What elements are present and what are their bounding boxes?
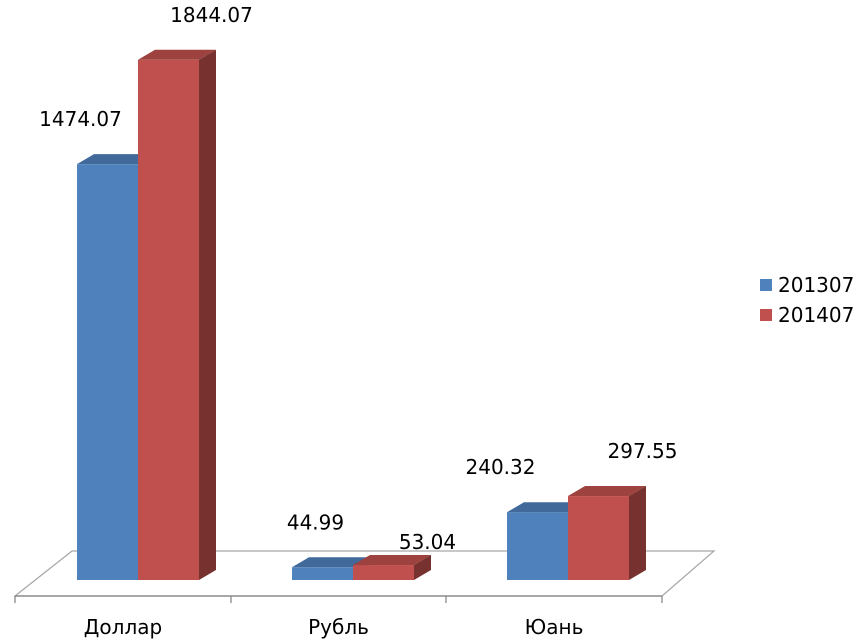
bar-top bbox=[292, 557, 370, 568]
legend-item-series-0: 201307 bbox=[760, 270, 854, 300]
legend-label-series-0: 201307 bbox=[778, 273, 855, 297]
data-label: 44.99 bbox=[287, 510, 344, 534]
bar bbox=[568, 486, 646, 580]
category-axis: Доллар Рубль Юань bbox=[14, 595, 663, 639]
bar-top bbox=[507, 502, 585, 513]
data-labels-group: 1474.07 1844.07 44.99 53.04 240.32 297.55 bbox=[39, 3, 677, 554]
category-label: Рубль bbox=[308, 615, 369, 639]
bars-group bbox=[77, 49, 646, 581]
bar-side bbox=[629, 486, 646, 580]
legend-swatch-series-0 bbox=[760, 279, 772, 291]
data-label: 297.55 bbox=[608, 439, 678, 463]
bar-front bbox=[353, 565, 414, 580]
data-label: 1474.07 bbox=[39, 107, 122, 131]
legend-swatch-series-1 bbox=[760, 309, 772, 321]
bar-side bbox=[199, 49, 216, 581]
data-label: 1844.07 bbox=[170, 3, 253, 27]
bar-side bbox=[414, 555, 431, 580]
bar-front bbox=[568, 496, 629, 580]
bar-top bbox=[353, 555, 431, 566]
bar-top bbox=[138, 49, 216, 60]
bar-top bbox=[77, 154, 155, 165]
bar-top bbox=[568, 486, 646, 497]
data-label: 240.32 bbox=[466, 455, 536, 479]
data-label: 53.04 bbox=[399, 530, 456, 554]
bar-front bbox=[507, 512, 568, 580]
bar-front bbox=[138, 59, 199, 581]
bar bbox=[138, 49, 216, 581]
legend: 201307 201407 bbox=[760, 270, 854, 330]
legend-item-series-1: 201407 bbox=[760, 300, 854, 330]
category-label: Доллар bbox=[84, 615, 162, 639]
bar-front bbox=[77, 164, 138, 581]
bar bbox=[353, 555, 431, 580]
category-label: Юань bbox=[525, 615, 584, 639]
legend-label-series-1: 201407 bbox=[778, 303, 855, 327]
bar-front bbox=[292, 567, 353, 580]
